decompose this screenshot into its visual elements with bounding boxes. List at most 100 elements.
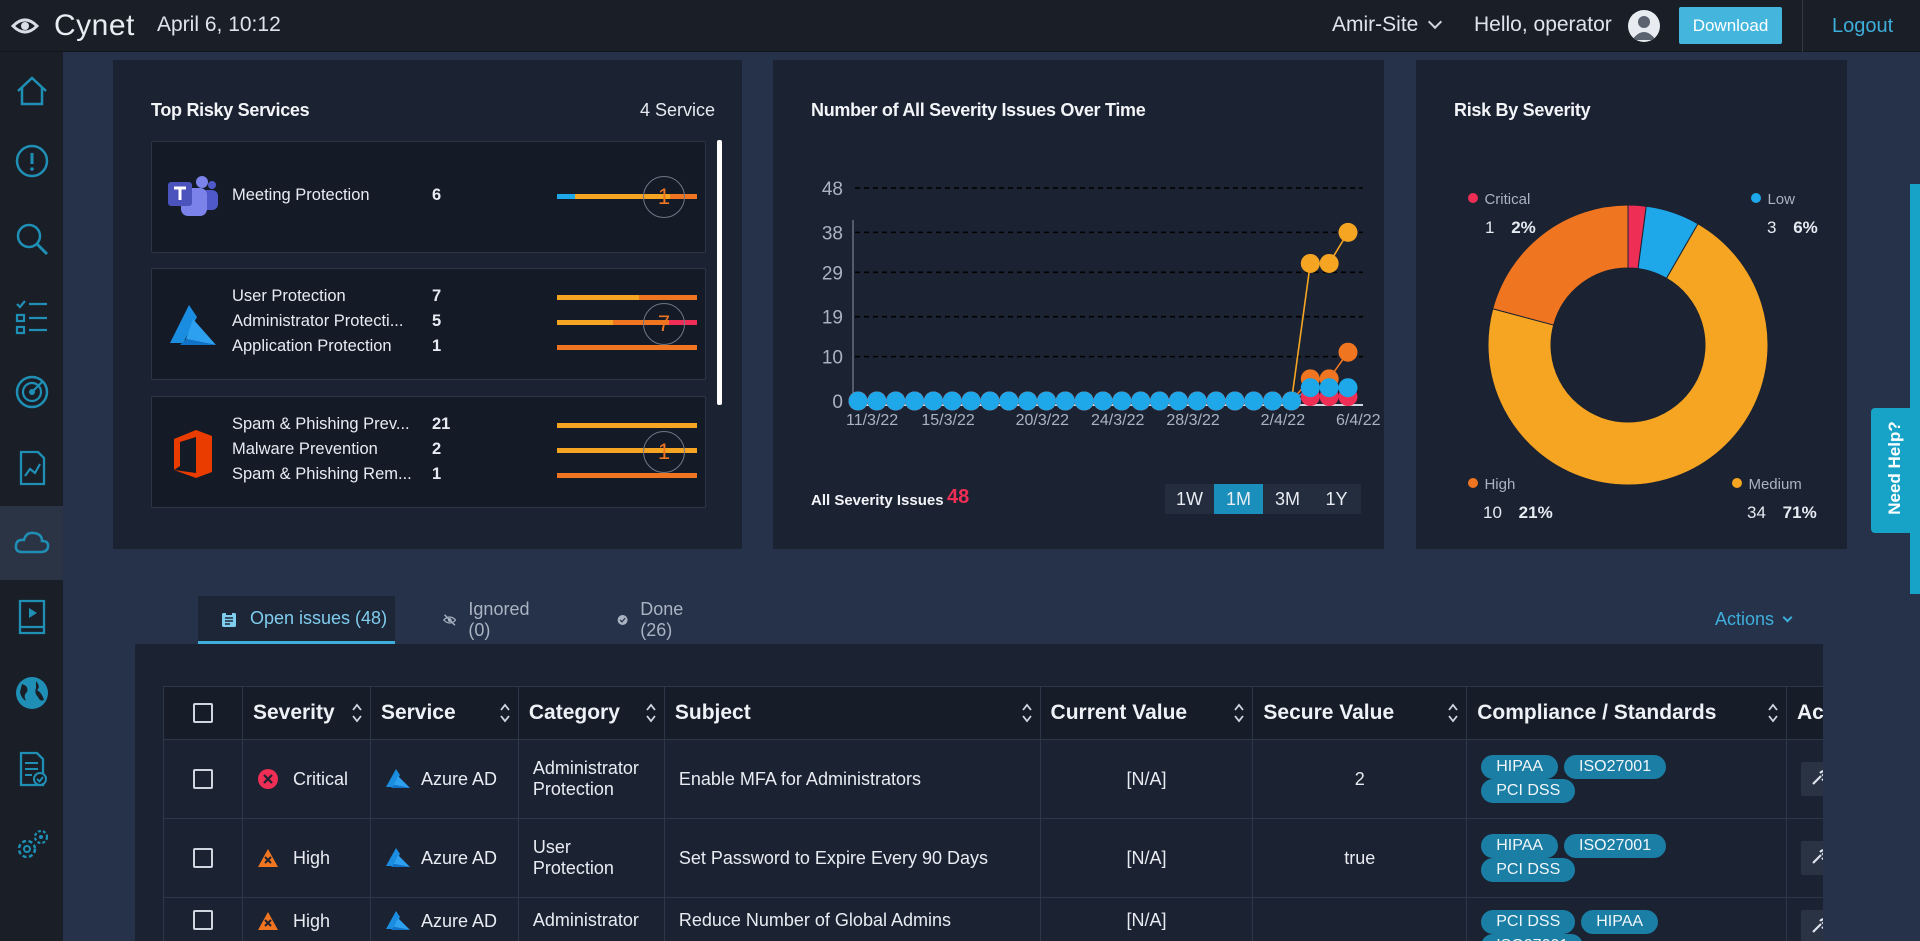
compliance-tag[interactable]: PCI DSS (1481, 910, 1576, 934)
check-circle-icon (617, 615, 628, 625)
range-1w-button[interactable]: 1W (1176, 488, 1203, 509)
site-selector[interactable]: Amir-Site (1332, 13, 1443, 37)
issues-table: Severity Service Category Subject Curren… (163, 686, 1823, 941)
remediate-button[interactable] (1800, 762, 1823, 796)
compliance-tag[interactable]: ISO27001 (1564, 755, 1667, 779)
site-name: Amir-Site (1332, 13, 1419, 36)
severity-donut-chart (1487, 204, 1769, 486)
severity-label: High (292, 910, 330, 931)
sidebar-item-learning[interactable] (0, 584, 63, 650)
y-tick-label: 10 (822, 348, 843, 369)
sidebar-item-radar[interactable] (0, 359, 63, 425)
legend-count: 1 (1485, 218, 1495, 237)
row-checkbox[interactable] (192, 769, 213, 789)
service-row-name: Spam & Phishing Prev... (232, 415, 410, 433)
data-point (1036, 391, 1056, 411)
tab-open-issues[interactable]: Open issues (48) (198, 596, 395, 644)
all-severity-issues-label: All Severity Issues (811, 492, 944, 509)
compliance-tag[interactable]: ISO27001 (1564, 834, 1667, 858)
secure-value-cell: true (1252, 818, 1468, 898)
sidebar-item-reports[interactable] (0, 435, 63, 501)
secure-value-cell: 2 (1252, 739, 1468, 819)
page-scrollbar[interactable] (1910, 184, 1920, 594)
service-risk-badge: 1 (643, 176, 685, 218)
data-point (848, 391, 868, 411)
legend-medium: Medium (1732, 476, 1802, 494)
compliance-tag[interactable]: HIPAA (1581, 910, 1659, 934)
sidebar-item-global[interactable] (0, 660, 63, 726)
wrench-icon (1812, 770, 1823, 785)
range-1y-button[interactable]: 1Y (1325, 488, 1348, 509)
remediate-button[interactable] (1800, 841, 1823, 875)
brand[interactable]: Cynet (10, 8, 135, 44)
row-checkbox[interactable] (192, 910, 213, 930)
table-row[interactable]: High Azure AD User Protection Set Password … (163, 818, 1823, 898)
compliance-tag[interactable]: PCI DSS (1481, 858, 1576, 882)
service-cell: Azure AD (369, 739, 519, 819)
avatar[interactable] (1628, 10, 1660, 42)
severity-cell: High (241, 818, 371, 898)
high-dot (1468, 478, 1478, 488)
sidebar-item-saas[interactable] (0, 506, 63, 580)
document-check-icon (19, 751, 47, 787)
tab-ignored[interactable]: Ignored (0) (443, 596, 534, 644)
data-point (1168, 391, 1188, 411)
current-datetime: April 6, 10:12 (157, 13, 281, 36)
tab-done[interactable]: Done (26) (617, 596, 690, 644)
logout-link[interactable]: Logout (1832, 15, 1894, 37)
select-all-header[interactable] (163, 686, 243, 740)
column-header-service[interactable]: Service (369, 686, 519, 740)
select-all-checkbox[interactable] (192, 703, 213, 723)
row-select-cell[interactable] (163, 739, 243, 819)
row-select-cell[interactable] (163, 818, 243, 898)
row-select-cell[interactable] (163, 897, 243, 941)
alert-icon (15, 144, 48, 178)
compliance-tag[interactable]: PCI DSS (1481, 779, 1576, 803)
donut-slice-medium[interactable] (1487, 223, 1769, 486)
column-header-category[interactable]: Category (517, 686, 665, 740)
compliance-tag[interactable]: HIPAA (1481, 755, 1559, 779)
current-value-cell: [N/A] (1039, 818, 1254, 898)
service-card-office[interactable]: Spam & Phishing Prev... 21 Malware Preve… (151, 396, 706, 508)
table-row[interactable]: Critical Azure AD Administrator Protection… (163, 739, 1823, 819)
row-checkbox[interactable] (192, 848, 213, 868)
sidebar-item-home[interactable] (0, 58, 63, 124)
sidebar-item-search[interactable] (0, 206, 63, 272)
column-header-current-value[interactable]: Current Value (1039, 686, 1254, 740)
cards-scrollbar[interactable] (717, 140, 722, 405)
range-1m-button[interactable]: 1M (1214, 484, 1263, 514)
wrench-icon (1812, 849, 1823, 864)
column-header-secure-value[interactable]: Secure Value (1252, 686, 1468, 740)
need-help-button[interactable]: Need Help? (1871, 408, 1920, 533)
column-header-subject[interactable]: Subject (663, 686, 1041, 740)
compliance-tag[interactable]: ISO27001 (1481, 934, 1584, 941)
sidebar-item-compliance[interactable] (0, 736, 63, 802)
remediate-button[interactable] (1800, 910, 1823, 941)
data-point (1093, 391, 1113, 411)
x-tick-label: 6/4/22 (1336, 412, 1381, 429)
sidebar-item-settings[interactable] (0, 812, 63, 878)
data-point (1300, 253, 1320, 273)
table-row[interactable]: High Azure AD Administrator Reduce Number o… (163, 897, 1823, 941)
column-header-compliance[interactable]: Compliance / Standards (1466, 686, 1787, 740)
sidebar-item-alerts[interactable] (0, 128, 63, 194)
severity-label: Critical (292, 768, 348, 789)
data-point (1187, 391, 1207, 411)
range-3m-button[interactable]: 3M (1274, 488, 1300, 509)
service-label: Azure AD (420, 847, 497, 868)
column-header-severity[interactable]: Severity (241, 686, 371, 740)
panel-title: Number of All Severity Issues Over Time (811, 100, 1146, 120)
service-row-count: 21 (432, 415, 451, 433)
service-row-count: 6 (432, 186, 442, 204)
compliance-cell: HIPAA ISO27001PCI DSS (1466, 818, 1787, 898)
service-card-teams[interactable]: Meeting Protection 6 1 (151, 141, 706, 253)
header-label: Service (380, 701, 456, 724)
compliance-tag[interactable]: HIPAA (1481, 834, 1559, 858)
download-button[interactable]: Download (1679, 7, 1782, 44)
donut-slice-high[interactable] (1492, 204, 1629, 326)
data-point (1319, 378, 1339, 398)
sidebar-item-tasks[interactable] (0, 282, 63, 348)
actions-dropdown[interactable]: Actions (1715, 609, 1793, 630)
y-tick-label: 0 (832, 392, 843, 413)
service-card-azure[interactable]: User Protection 7 Administrator Protecti… (151, 268, 706, 380)
